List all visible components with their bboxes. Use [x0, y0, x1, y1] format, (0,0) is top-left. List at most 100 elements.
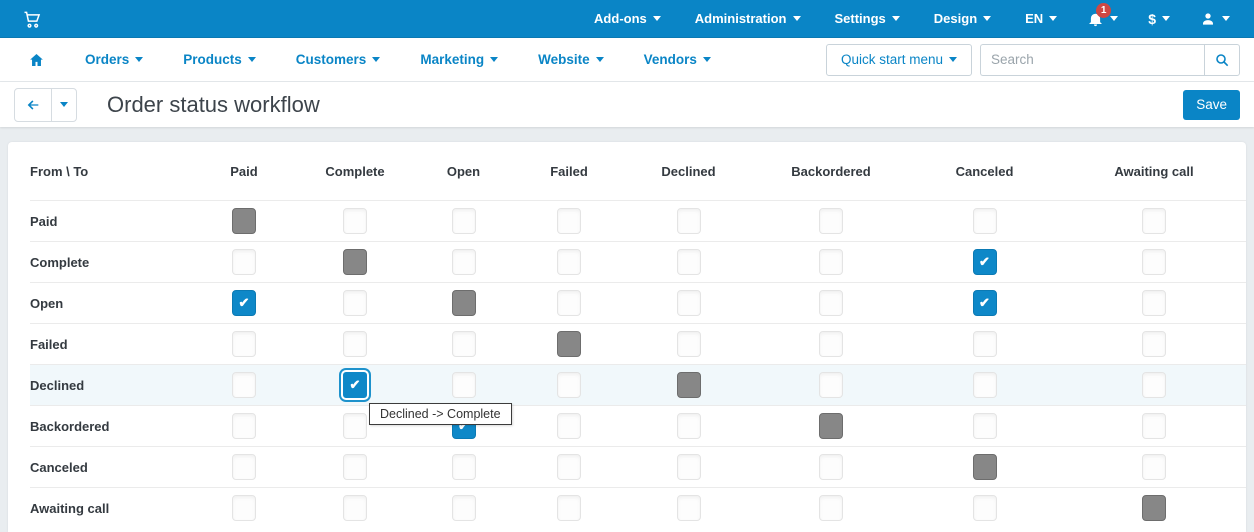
matrix-cell [1062, 372, 1246, 398]
workflow-checkbox-paid-to-complete[interactable] [343, 208, 367, 234]
workflow-checkbox-declined-to-canceled[interactable] [972, 372, 997, 398]
workflow-checkbox-complete-to-awaiting-call[interactable] [1142, 249, 1166, 275]
workflow-checkbox-backordered-to-awaiting-call[interactable] [1142, 413, 1166, 439]
nav-item-vendors[interactable]: Vendors [644, 52, 711, 67]
workflow-checkbox-canceled-to-complete[interactable] [343, 454, 367, 480]
workflow-checkbox-complete-to-canceled[interactable]: ✔ [972, 249, 997, 275]
workflow-checkbox-open-to-canceled[interactable]: ✔ [972, 290, 997, 316]
matrix-cell [622, 331, 755, 357]
topbar-menu-language[interactable]: EN [1025, 11, 1058, 26]
workflow-checkbox-complete-to-failed[interactable] [557, 249, 581, 275]
workflow-checkbox-awaiting-call-to-failed[interactable] [557, 495, 581, 521]
workflow-checkbox-canceled-to-backordered[interactable] [819, 454, 843, 480]
workflow-checkbox-open-to-backordered[interactable] [819, 290, 843, 316]
nav-item-website[interactable]: Website [538, 52, 604, 67]
matrix-cell [189, 249, 299, 275]
workflow-checkbox-declined-to-awaiting-call[interactable] [1142, 372, 1166, 398]
workflow-checkbox-declined-to-paid[interactable] [232, 372, 256, 398]
back-history-dropdown[interactable] [51, 88, 76, 121]
workflow-checkbox-failed-to-open[interactable] [451, 331, 476, 357]
workflow-checkbox-declined-to-complete[interactable]: ✔ [341, 370, 369, 400]
matrix-column-header-awaiting-call: Awaiting call [1114, 163, 1194, 179]
workflow-checkbox-awaiting-call-to-declined[interactable] [676, 495, 701, 521]
workflow-checkbox-complete-to-backordered[interactable] [819, 249, 843, 275]
workflow-checkbox-declined-to-failed[interactable] [557, 372, 581, 398]
matrix-column-header-backordered: Backordered [791, 163, 871, 179]
workflow-checkbox-open-to-failed[interactable] [557, 290, 581, 316]
matrix-cell [516, 249, 622, 275]
workflow-checkbox-failed-to-awaiting-call[interactable] [1142, 331, 1166, 357]
matrix-cell [516, 290, 622, 316]
workflow-checkbox-paid-to-failed[interactable] [557, 208, 581, 234]
workflow-checkbox-failed-to-canceled[interactable] [972, 331, 997, 357]
matrix-cell [411, 249, 516, 275]
workflow-checkbox-backordered-to-complete[interactable] [343, 413, 367, 439]
user-account-menu[interactable] [1200, 11, 1230, 27]
workflow-checkbox-open-to-complete[interactable] [343, 290, 367, 316]
topbar-menu-addons[interactable]: Add-ons [594, 11, 661, 26]
workflow-checkbox-canceled-to-paid[interactable] [232, 454, 256, 480]
nav-item-products[interactable]: Products [183, 52, 256, 67]
caret-down-icon [891, 16, 900, 21]
workflow-checkbox-paid-to-awaiting-call[interactable] [1142, 208, 1166, 234]
workflow-checkbox-failed-to-paid[interactable] [232, 331, 256, 357]
home-button[interactable] [28, 52, 45, 68]
matrix-row-label: Failed [30, 336, 68, 352]
matrix-cell [1062, 331, 1246, 357]
workflow-checkbox-awaiting-call-to-backordered[interactable] [819, 495, 843, 521]
workflow-checkbox-paid-to-backordered[interactable] [819, 208, 843, 234]
quick-start-menu-button[interactable]: Quick start menu [825, 43, 972, 76]
workflow-checkbox-open-to-awaiting-call[interactable] [1142, 290, 1166, 316]
search-input[interactable] [980, 43, 1204, 76]
workflow-checkbox-complete-to-paid[interactable] [232, 249, 256, 275]
matrix-cell [189, 208, 299, 234]
currency-menu[interactable]: $ [1148, 11, 1170, 27]
workflow-checkbox-canceled-to-awaiting-call[interactable] [1142, 454, 1166, 480]
workflow-checkbox-awaiting-call-to-complete[interactable] [343, 495, 367, 521]
page-title-bar: Order status workflow Save [0, 82, 1254, 127]
search-button[interactable] [1204, 43, 1240, 76]
topbar-menu-settings[interactable]: Settings [835, 11, 900, 26]
workflow-checkbox-awaiting-call-to-canceled[interactable] [972, 495, 997, 521]
topbar-menu-design[interactable]: Design [934, 11, 992, 26]
matrix-cell [189, 454, 299, 480]
matrix-cell [1062, 290, 1246, 316]
workflow-checkbox-backordered-to-failed[interactable] [557, 413, 581, 439]
workflow-checkbox-canceled-to-open[interactable] [451, 454, 476, 480]
workflow-checkbox-complete-to-declined[interactable] [676, 249, 701, 275]
matrix-row-awaiting-call: Awaiting call [30, 487, 1246, 528]
workflow-checkbox-backordered-to-declined[interactable] [676, 413, 701, 439]
workflow-checkbox-canceled-to-failed[interactable] [557, 454, 581, 480]
matrix-row-canceled: Canceled [30, 446, 1246, 487]
nav-item-orders[interactable]: Orders [85, 52, 144, 67]
topbar-menu-administration[interactable]: Administration [695, 11, 801, 26]
topbar-menu-label: Add-ons [594, 11, 647, 26]
workflow-checkbox-backordered-to-paid[interactable] [232, 413, 256, 439]
workflow-checkbox-open-to-paid[interactable]: ✔ [232, 290, 256, 316]
workflow-checkbox-declined-to-open[interactable] [451, 372, 476, 398]
cart-icon[interactable] [22, 9, 42, 29]
workflow-checkbox-awaiting-call-to-open[interactable] [451, 495, 476, 521]
save-button[interactable]: Save [1183, 89, 1240, 120]
back-button[interactable] [15, 89, 51, 121]
workflow-checkbox-paid-to-declined[interactable] [676, 208, 701, 234]
nav-item-customers[interactable]: Customers [296, 52, 381, 67]
workflow-checkbox-failed-to-backordered[interactable] [819, 331, 843, 357]
matrix-cell [411, 454, 516, 480]
matrix-cell [299, 290, 411, 316]
nav-item-marketing[interactable]: Marketing [420, 52, 499, 67]
matrix-cell [411, 495, 516, 521]
workflow-checkbox-awaiting-call-to-paid[interactable] [232, 495, 256, 521]
workflow-checkbox-complete-to-open[interactable] [451, 249, 476, 275]
workflow-checkbox-open-to-declined[interactable] [676, 290, 701, 316]
workflow-checkbox-declined-to-declined [676, 372, 701, 398]
workflow-checkbox-canceled-to-declined[interactable] [676, 454, 701, 480]
workflow-checkbox-paid-to-canceled[interactable] [972, 208, 997, 234]
notifications-menu[interactable]: 1 [1087, 2, 1119, 28]
workflow-checkbox-declined-to-backordered[interactable] [819, 372, 843, 398]
workflow-checkbox-paid-to-open[interactable] [451, 208, 476, 234]
workflow-checkbox-failed-to-complete[interactable] [343, 331, 367, 357]
workflow-checkbox-failed-to-declined[interactable] [676, 331, 701, 357]
workflow-checkbox-backordered-to-canceled[interactable] [972, 413, 997, 439]
matrix-cell: ✔ [299, 370, 411, 400]
